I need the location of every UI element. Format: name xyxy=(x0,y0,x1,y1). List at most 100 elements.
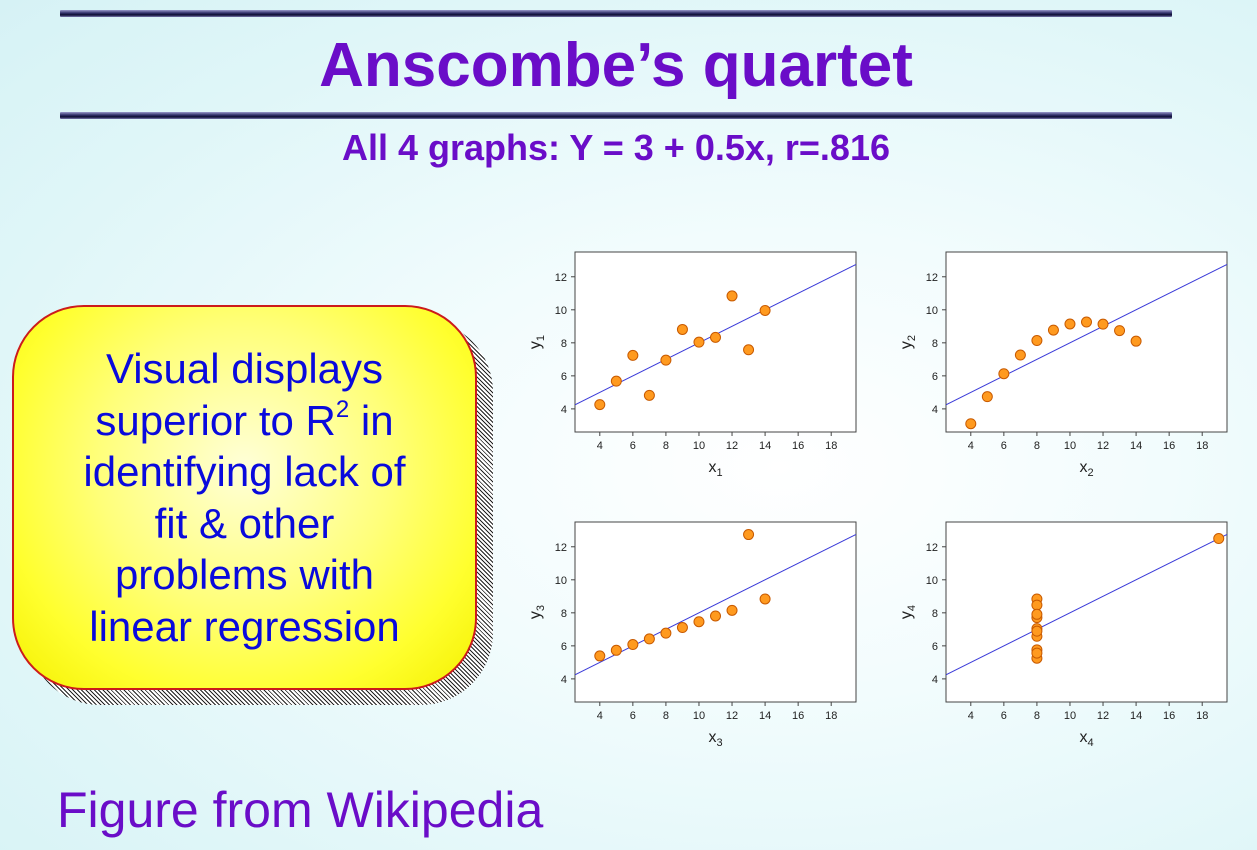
regression-line xyxy=(946,533,1227,676)
y-tick-label: 8 xyxy=(932,608,938,620)
y-tick-label: 10 xyxy=(926,575,938,587)
x-tick-label: 6 xyxy=(630,440,636,452)
y-tick-label: 6 xyxy=(932,371,938,383)
callout-box: Visual displays superior to R2 in identi… xyxy=(12,305,477,690)
x-tick-label: 6 xyxy=(1001,710,1007,722)
data-point xyxy=(726,604,738,616)
x-tick-label: 16 xyxy=(1163,710,1175,722)
x-tick-label: 18 xyxy=(1196,440,1208,452)
data-point xyxy=(726,290,738,302)
data-point xyxy=(1031,335,1043,347)
y-axis-label: y2 xyxy=(898,335,918,349)
x-axis-label: x1 xyxy=(708,459,722,479)
data-point xyxy=(759,304,771,316)
x-tick-label: 10 xyxy=(1064,710,1076,722)
data-point xyxy=(998,368,1010,380)
page-subtitle: All 4 graphs: Y = 3 + 0.5x, r=.816 xyxy=(342,127,890,168)
x-tick-label: 8 xyxy=(1034,440,1040,452)
x-tick-label: 12 xyxy=(726,710,738,722)
x-tick-label: 4 xyxy=(597,710,603,722)
superscript-two: 2 xyxy=(335,395,350,423)
callout-line: fit & other xyxy=(154,499,335,547)
callout-line: problems with xyxy=(114,551,375,598)
x-tick-label: 10 xyxy=(693,440,705,452)
data-point xyxy=(1031,625,1043,637)
chart-panel-3: 4 6 8 10 12 14 16 18 4 6 8 10 12 x3 y3 xyxy=(527,521,857,749)
y-tick-label: 8 xyxy=(932,338,938,350)
data-point xyxy=(594,399,606,411)
callout-line: Visual displays xyxy=(105,345,384,392)
x-axis-label-subscript: 2 xyxy=(1087,467,1093,479)
plot-frame xyxy=(945,521,1228,703)
y-tick-label: 8 xyxy=(561,608,567,620)
y-axis-label: y4 xyxy=(898,605,918,619)
plot-area xyxy=(575,263,856,411)
y-tick-label: 10 xyxy=(555,575,567,587)
x-axis-label-subscript: 1 xyxy=(716,467,722,479)
chart-panel-4: 4 6 8 10 12 14 16 18 4 6 8 10 12 x4 y4 xyxy=(898,521,1228,749)
x-tick-label: 6 xyxy=(1001,440,1007,452)
data-point xyxy=(610,375,622,387)
plot-area xyxy=(946,533,1227,676)
x-tick-label: 14 xyxy=(1130,440,1142,452)
x-tick-label: 12 xyxy=(1097,440,1109,452)
x-axis-label-subscript: 4 xyxy=(1087,737,1093,749)
data-point xyxy=(1047,324,1059,336)
x-tick-label: 16 xyxy=(1163,440,1175,452)
x-tick-label: 4 xyxy=(968,440,974,452)
data-point xyxy=(660,354,672,366)
data-point xyxy=(1081,316,1092,328)
data-point xyxy=(676,323,688,335)
x-tick-label: 18 xyxy=(825,440,837,452)
y-axis-label-subscript: 3 xyxy=(535,605,547,611)
y-tick-label: 4 xyxy=(561,404,567,416)
data-point xyxy=(743,529,755,541)
y-axis-label: y3 xyxy=(527,605,547,619)
x-tick-label: 18 xyxy=(825,710,837,722)
x-tick-label: 14 xyxy=(759,440,771,452)
regression-line xyxy=(575,533,856,676)
plot-area xyxy=(946,263,1227,430)
y-tick-label: 10 xyxy=(926,305,938,317)
x-tick-label: 8 xyxy=(663,440,669,452)
x-tick-label: 4 xyxy=(597,440,603,452)
data-point xyxy=(1114,325,1126,337)
regression-line xyxy=(946,263,1227,406)
data-point xyxy=(1031,599,1043,611)
y-tick-label: 12 xyxy=(555,542,567,554)
chart-panel-1: 4 6 8 10 12 14 16 18 4 6 8 10 12 x1 y1 xyxy=(527,251,857,479)
x-tick-label: 16 xyxy=(792,440,804,452)
x-tick-label: 16 xyxy=(792,710,804,722)
data-point xyxy=(1031,647,1043,659)
y-tick-label: 12 xyxy=(555,272,567,284)
data-point xyxy=(981,391,993,403)
x-axis-label-subscript: 3 xyxy=(716,737,722,749)
y-tick-label: 10 xyxy=(555,305,567,317)
plot-frame xyxy=(945,251,1228,433)
data-point xyxy=(759,593,771,605)
x-tick-label: 6 xyxy=(630,710,636,722)
title-rule-top xyxy=(60,10,1172,17)
plot-area xyxy=(575,529,856,676)
data-point xyxy=(710,331,721,343)
data-point xyxy=(693,616,705,628)
callout-line: superior to R2 in xyxy=(22,395,467,447)
data-point xyxy=(660,627,672,639)
y-tick-label: 8 xyxy=(561,338,567,350)
x-tick-label: 8 xyxy=(663,710,669,722)
callout-line: identifying lack of xyxy=(83,448,406,495)
y-tick-label: 6 xyxy=(561,641,567,653)
x-axis-label: x3 xyxy=(708,729,722,749)
title-rule-bottom xyxy=(60,112,1172,119)
y-tick-label: 4 xyxy=(561,674,567,686)
y-axis-label-subscript: 2 xyxy=(906,335,918,341)
x-tick-label: 4 xyxy=(968,710,974,722)
callout-line-fragment: in xyxy=(349,396,394,444)
source-note: Figure from Wikipedia xyxy=(57,782,544,838)
y-tick-label: 4 xyxy=(932,674,938,686)
page-title: Anscombe’s quartet xyxy=(319,31,913,100)
data-point xyxy=(594,650,606,662)
data-point xyxy=(1031,608,1043,620)
data-point xyxy=(693,336,705,348)
data-point xyxy=(1097,318,1109,330)
